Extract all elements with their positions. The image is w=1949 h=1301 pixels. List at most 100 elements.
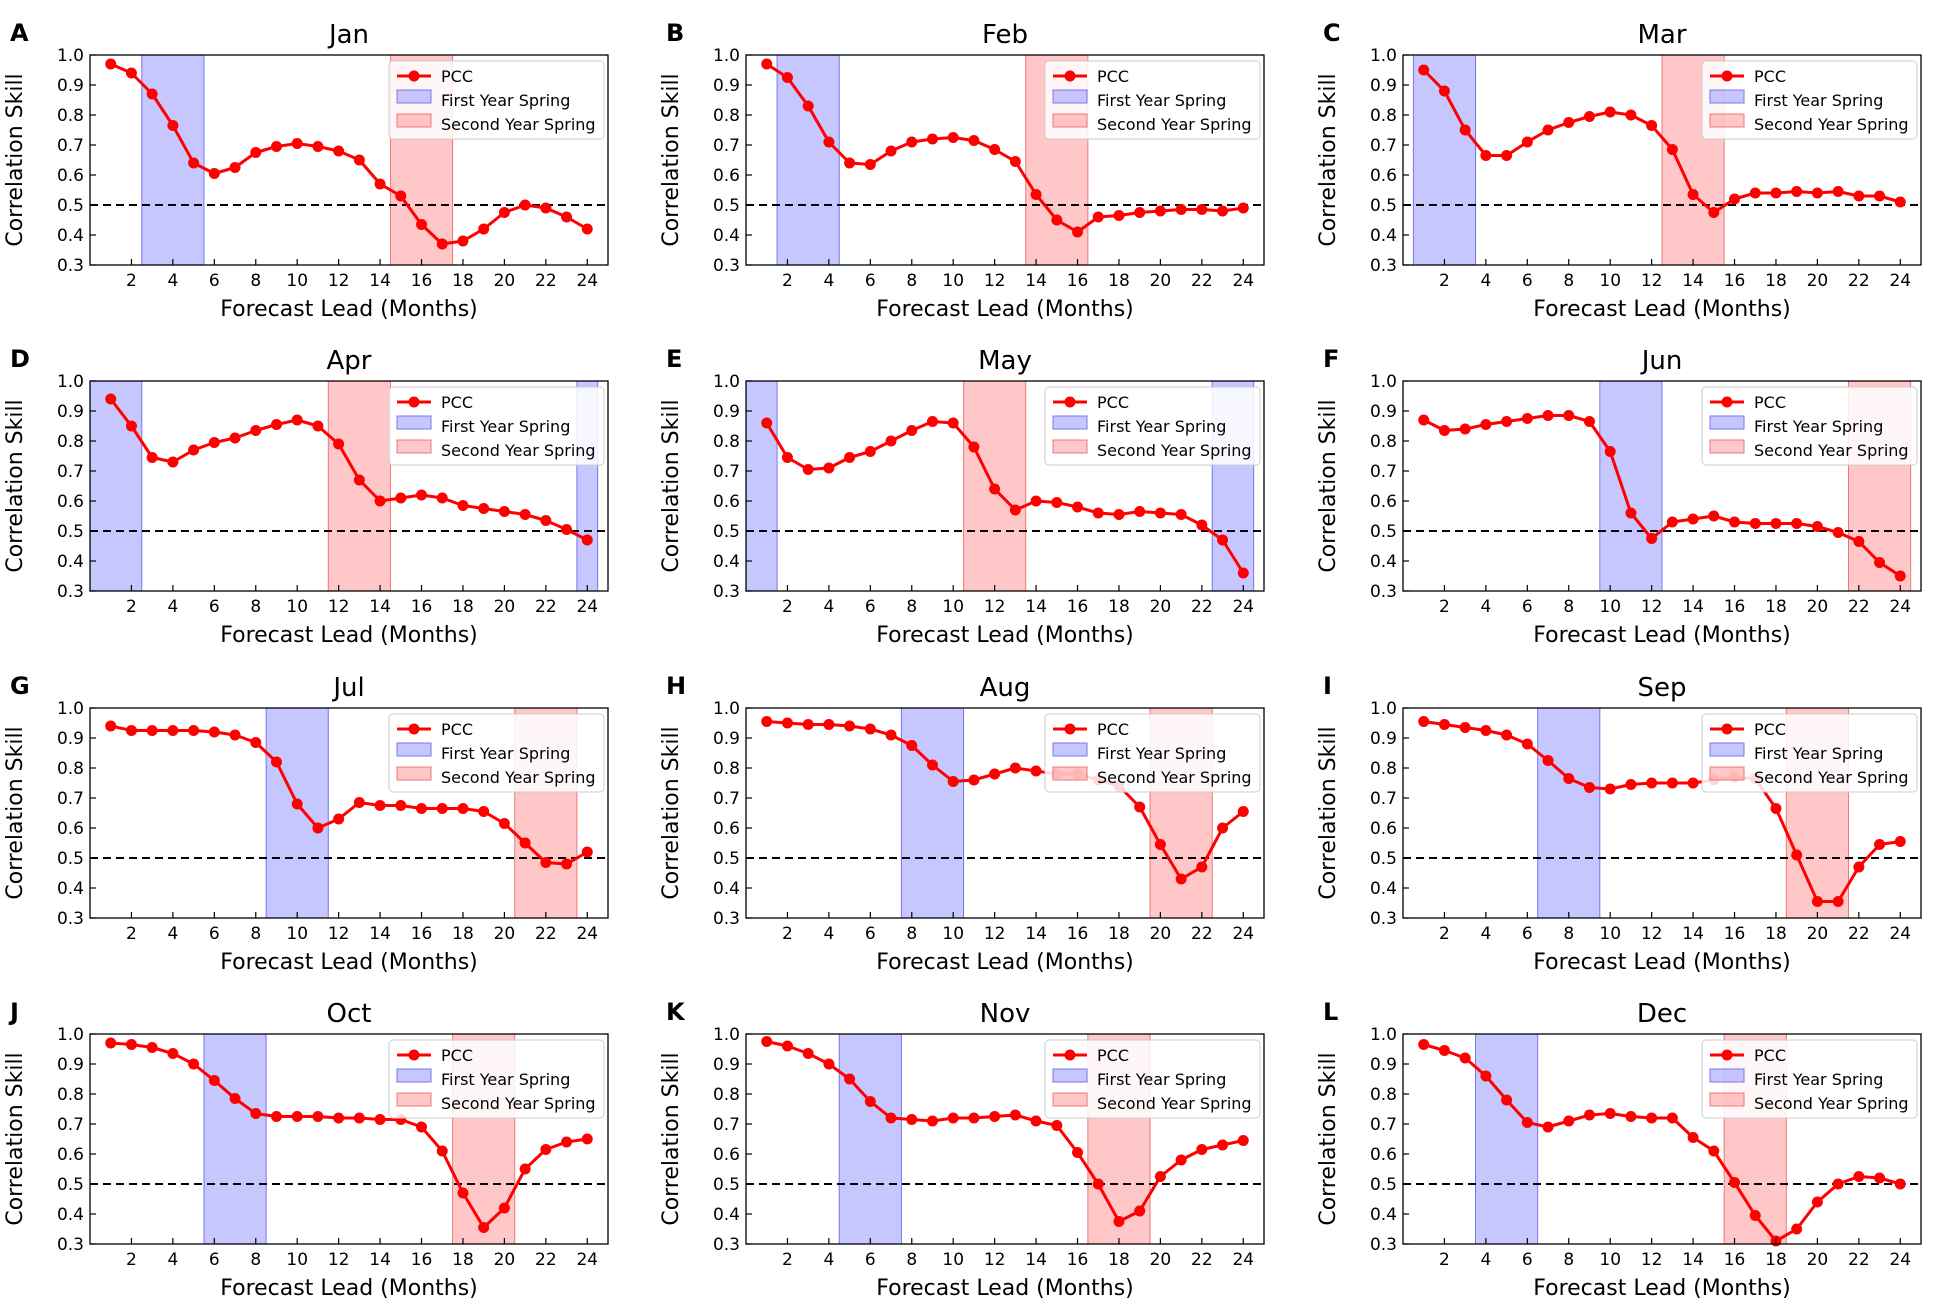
pcc-data-point: [802, 719, 814, 730]
pcc-data-point: [478, 503, 490, 514]
y-tick-label: 0.7: [1370, 136, 1397, 156]
x-tick-label: 10: [1599, 1250, 1621, 1270]
pcc-data-point: [1175, 873, 1187, 885]
pcc-data-point: [1687, 777, 1699, 789]
legend-box: [388, 713, 605, 793]
pcc-data-point: [125, 420, 137, 432]
y-tick-label: 0.7: [713, 462, 740, 482]
legend-pcc-marker: [1721, 1049, 1733, 1061]
y-tick-label: 0.3: [57, 909, 84, 929]
pcc-data-point: [1030, 765, 1042, 777]
x-tick-label: 22: [535, 1250, 557, 1270]
y-tick-label: 0.5: [57, 849, 84, 869]
x-tick-label: 10: [942, 271, 964, 291]
pcc-data-point: [1134, 1205, 1146, 1217]
pcc-data-point: [1418, 64, 1430, 76]
legend-pcc-marker: [1721, 723, 1733, 735]
first-year-spring-band: [745, 380, 778, 592]
legend-label-first-spring: First Year Spring: [1754, 744, 1883, 763]
x-tick-label: 2: [782, 597, 793, 617]
panel-title: Feb: [982, 20, 1028, 50]
pcc-data-point: [761, 417, 773, 429]
legend-pcc-marker: [408, 70, 420, 82]
x-tick-label: 12: [984, 1250, 1006, 1270]
pcc-data-point: [333, 145, 345, 157]
pcc-data-point: [561, 1136, 573, 1148]
pcc-data-point: [1687, 1132, 1699, 1143]
x-tick-label: 6: [865, 924, 876, 944]
pcc-data-point: [1583, 1109, 1595, 1121]
legend-label-first-spring: First Year Spring: [441, 1070, 570, 1089]
y-axis-label: Correlation Skill: [1316, 1052, 1341, 1225]
pcc-data-point: [1687, 189, 1699, 200]
y-tick-label: 0.6: [713, 492, 740, 512]
pcc-data-point: [478, 806, 490, 817]
pcc-data-point: [1237, 567, 1249, 579]
pcc-data-point: [478, 1222, 490, 1233]
legend-label-first-spring: First Year Spring: [1754, 91, 1883, 110]
y-tick-label: 0.4: [1370, 1205, 1397, 1225]
pcc-data-point: [167, 1048, 179, 1059]
pcc-data-point: [1853, 536, 1865, 547]
panel-letter: L: [1323, 998, 1338, 1026]
pcc-data-point: [1501, 1094, 1513, 1106]
y-axis-label: Correlation Skill: [1316, 399, 1341, 572]
panel-title: Jun: [1640, 346, 1683, 376]
panel-e: 0.30.40.50.60.70.80.91.02 4 6 8 10 12 14 16 18 20…: [659, 345, 1265, 648]
pcc-data-point: [1438, 719, 1450, 730]
pcc-data-point: [167, 725, 179, 736]
pcc-data-point: [1646, 120, 1658, 131]
legend-label-pcc: PCC: [1097, 67, 1129, 86]
pcc-data-point: [844, 157, 856, 169]
x-axis-label: Forecast Lead (Months): [1533, 950, 1791, 975]
pcc-data-point: [1030, 1115, 1042, 1127]
y-tick-label: 0.7: [57, 789, 84, 809]
pcc-data-point: [781, 452, 793, 463]
pcc-data-point: [498, 1202, 510, 1214]
y-tick-label: 0.6: [1370, 819, 1397, 839]
x-tick-label: 10: [942, 1250, 964, 1270]
pcc-data-point: [968, 774, 980, 786]
pcc-data-point: [1770, 518, 1782, 529]
panel-title: Dec: [1637, 999, 1687, 1029]
x-axis-label: Forecast Lead (Months): [876, 297, 1134, 322]
panel-c: 0.30.40.50.60.70.80.91.02 4 6 8 10 12 14 16 18 20…: [1316, 19, 1922, 322]
legend-box: [1701, 386, 1918, 466]
legend-box: [1701, 713, 1918, 793]
y-tick-label: 0.8: [713, 759, 740, 779]
pcc-data-point: [208, 168, 220, 179]
y-tick-label: 1.0: [713, 699, 740, 719]
y-tick-label: 0.5: [1370, 1175, 1397, 1195]
pcc-data-point: [947, 776, 959, 787]
y-tick-label: 0.4: [57, 552, 84, 572]
pcc-data-point: [1521, 1117, 1533, 1128]
x-tick-label: 18: [1108, 597, 1130, 617]
y-tick-label: 0.5: [1370, 849, 1397, 869]
legend-second-spring-swatch: [396, 1092, 432, 1107]
legend-pcc-marker: [1064, 723, 1076, 735]
pcc-data-point: [1501, 729, 1513, 741]
pcc-data-point: [105, 58, 117, 70]
x-tick-label: 20: [494, 271, 516, 291]
x-tick-label: 8: [906, 597, 917, 617]
pcc-data-point: [1811, 1196, 1823, 1208]
panel-title: Sep: [1637, 673, 1686, 703]
pcc-data-point: [1563, 1115, 1575, 1127]
pcc-data-point: [781, 72, 793, 83]
x-tick-label: 12: [1641, 1250, 1663, 1270]
legend-label-pcc: PCC: [441, 720, 473, 739]
pcc-data-point: [989, 144, 1001, 155]
pcc-data-point: [989, 768, 1001, 780]
legend-pcc-marker: [1064, 70, 1076, 82]
pcc-data-point: [1666, 777, 1678, 789]
x-tick-label: 18: [452, 597, 474, 617]
legend-box: [388, 60, 605, 140]
x-tick-label: 4: [167, 924, 178, 944]
x-tick-label: 8: [906, 271, 917, 291]
pcc-data-point: [1072, 501, 1084, 513]
x-tick-label: 16: [1067, 1250, 1089, 1270]
pcc-data-point: [947, 1112, 959, 1124]
panel-letter: B: [666, 19, 684, 47]
legend-pcc-marker: [1721, 70, 1733, 82]
x-tick-label: 6: [1522, 597, 1533, 617]
